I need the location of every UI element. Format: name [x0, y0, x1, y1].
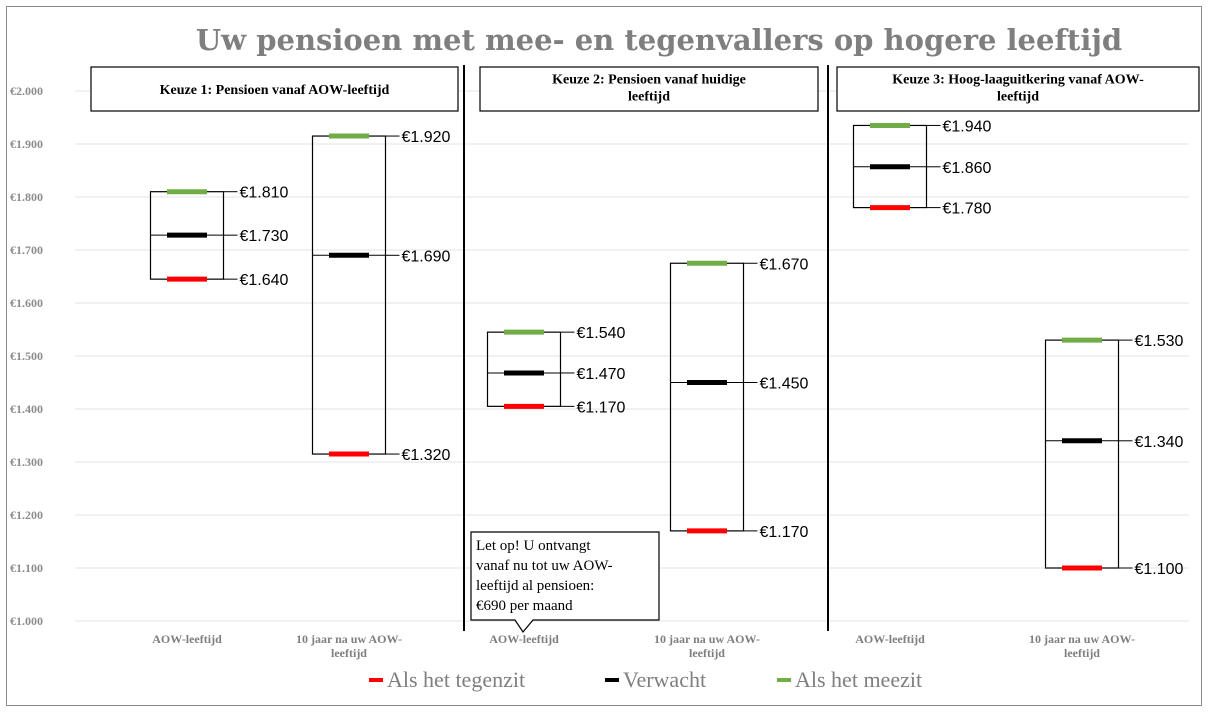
data-label-verwacht: €1.860 — [943, 160, 992, 177]
panel-title: leeftijd — [997, 90, 1039, 105]
x-category-label: 10 jaar na uw AOW- — [1029, 632, 1135, 646]
data-label-tegenzit: €1.780 — [943, 201, 992, 218]
y-tick-label: €1.100 — [10, 561, 43, 575]
range-box — [1044, 339, 1120, 569]
data-label-meezit: €1.670 — [760, 256, 809, 273]
data-label-verwacht: €1.730 — [240, 228, 289, 245]
data-label-tegenzit: €1.640 — [240, 272, 289, 289]
panel-title: leeftijd — [628, 90, 670, 105]
data-label-verwacht: €1.340 — [1135, 434, 1184, 451]
range-group: €1.540 €1.470 €1.170 AOW-leeftijd — [486, 325, 626, 646]
x-category-label: AOW-leeftijd — [152, 632, 222, 646]
range-chart: Uw pensioen met mee- en tegenvallers op … — [10, 23, 1200, 692]
range-group: €1.670 €1.450 €1.170 10 jaar na uw AOW-leef… — [654, 256, 809, 660]
chart-container: Uw pensioen met mee- en tegenvallers op … — [6, 6, 1202, 706]
callout-box — [470, 531, 660, 634]
x-category-label: AOW-leeftijd — [489, 632, 559, 646]
y-tick-label: €1.000 — [10, 614, 43, 628]
x-category-label: leeftijd — [689, 646, 725, 660]
legend-label: Als het meezit — [795, 667, 922, 692]
y-tick-label: €2.000 — [10, 84, 43, 98]
y-tick-label: €1.600 — [10, 296, 43, 310]
chart-title: Uw pensioen met mee- en tegenvallers op … — [196, 23, 1122, 57]
range-box — [311, 135, 387, 455]
range-group: €1.530 €1.340 €1.100 10 jaar na uw AOW-leef… — [1029, 333, 1184, 660]
callout-text: Let op! U ontvangt — [476, 538, 591, 554]
annotation-callout: Let op! U ontvangt vanaf nu tot uw AOW-le… — [470, 531, 660, 634]
legend-item-verwacht: Verwacht — [605, 667, 706, 692]
legend-label: Verwacht — [623, 667, 706, 692]
x-category-label: leeftijd — [1064, 646, 1100, 660]
range-group: €1.940 €1.860 €1.780 AOW-leeftijd — [852, 118, 992, 646]
data-label-meezit: €1.920 — [402, 129, 451, 146]
range-group: €1.920 €1.690 €1.320 10 jaar na uw AOW-leef… — [296, 129, 451, 660]
data-label-verwacht: €1.450 — [760, 376, 809, 393]
callout-text: vanaf nu tot uw AOW- — [476, 558, 613, 574]
panel-2: Keuze 2: Pensioen vanaf huidigeleeftijd€… — [479, 66, 819, 660]
data-label-verwacht: €1.690 — [402, 248, 451, 265]
data-label-tegenzit: €1.320 — [402, 447, 451, 464]
x-category-label: 10 jaar na uw AOW- — [296, 632, 402, 646]
panel-title-box — [479, 66, 819, 112]
data-label-verwacht: €1.470 — [577, 366, 626, 383]
y-tick-label: €1.400 — [10, 402, 43, 416]
legend-item-tegenzit: Als het tegenzit — [369, 667, 525, 692]
x-category-label: 10 jaar na uw AOW- — [654, 632, 760, 646]
data-label-meezit: €1.540 — [577, 325, 626, 342]
range-group: €1.810 €1.730 €1.640 AOW-leeftijd — [149, 185, 289, 646]
panels: Keuze 1: Pensioen vanaf AOW-leeftijd €1.8… — [90, 66, 1200, 660]
legend: Als het tegenzit Verwacht Als het meezit — [369, 667, 922, 692]
data-label-meezit: €1.810 — [240, 185, 289, 202]
panel-1: Keuze 1: Pensioen vanaf AOW-leeftijd €1.8… — [90, 66, 459, 660]
legend-label: Als het tegenzit — [387, 667, 525, 692]
callout-text: leeftijd al pensioen: — [476, 578, 594, 594]
x-category-label: AOW-leeftijd — [855, 632, 925, 646]
data-label-tegenzit: €1.100 — [1135, 561, 1184, 578]
panel-title: Keuze 3: Hoog-laaguitkering vanaf AOW- — [892, 73, 1144, 88]
y-tick-label: €1.900 — [10, 137, 43, 151]
legend-item-meezit: Als het meezit — [777, 667, 922, 692]
panel-dividers — [463, 65, 829, 631]
panel-3: Keuze 3: Hoog-laaguitkering vanaf AOW-le… — [836, 66, 1200, 660]
y-tick-label: €1.800 — [10, 190, 43, 204]
y-tick-label: €1.700 — [10, 243, 43, 257]
range-box — [486, 331, 562, 407]
data-label-meezit: €1.530 — [1135, 333, 1184, 350]
panel-title: Keuze 1: Pensioen vanaf AOW-leeftijd — [160, 83, 390, 98]
y-tick-label: €1.200 — [10, 508, 43, 522]
y-axis-ticks: €1.000 €1.100 €1.200 €1.300 €1.400 €1.500 €1.6… — [10, 84, 43, 628]
y-tick-label: €1.500 — [10, 349, 43, 363]
panel-title: Keuze 2: Pensioen vanaf huidige — [552, 73, 746, 88]
data-label-tegenzit: €1.170 — [577, 399, 626, 416]
x-category-label: leeftijd — [331, 646, 367, 660]
panel-title-box — [90, 66, 459, 112]
data-label-tegenzit: €1.170 — [760, 524, 809, 541]
panel-title-box — [836, 66, 1200, 112]
data-label-meezit: €1.940 — [943, 118, 992, 135]
callout-text: €690 per maand — [476, 598, 573, 614]
y-tick-label: €1.300 — [10, 455, 43, 469]
